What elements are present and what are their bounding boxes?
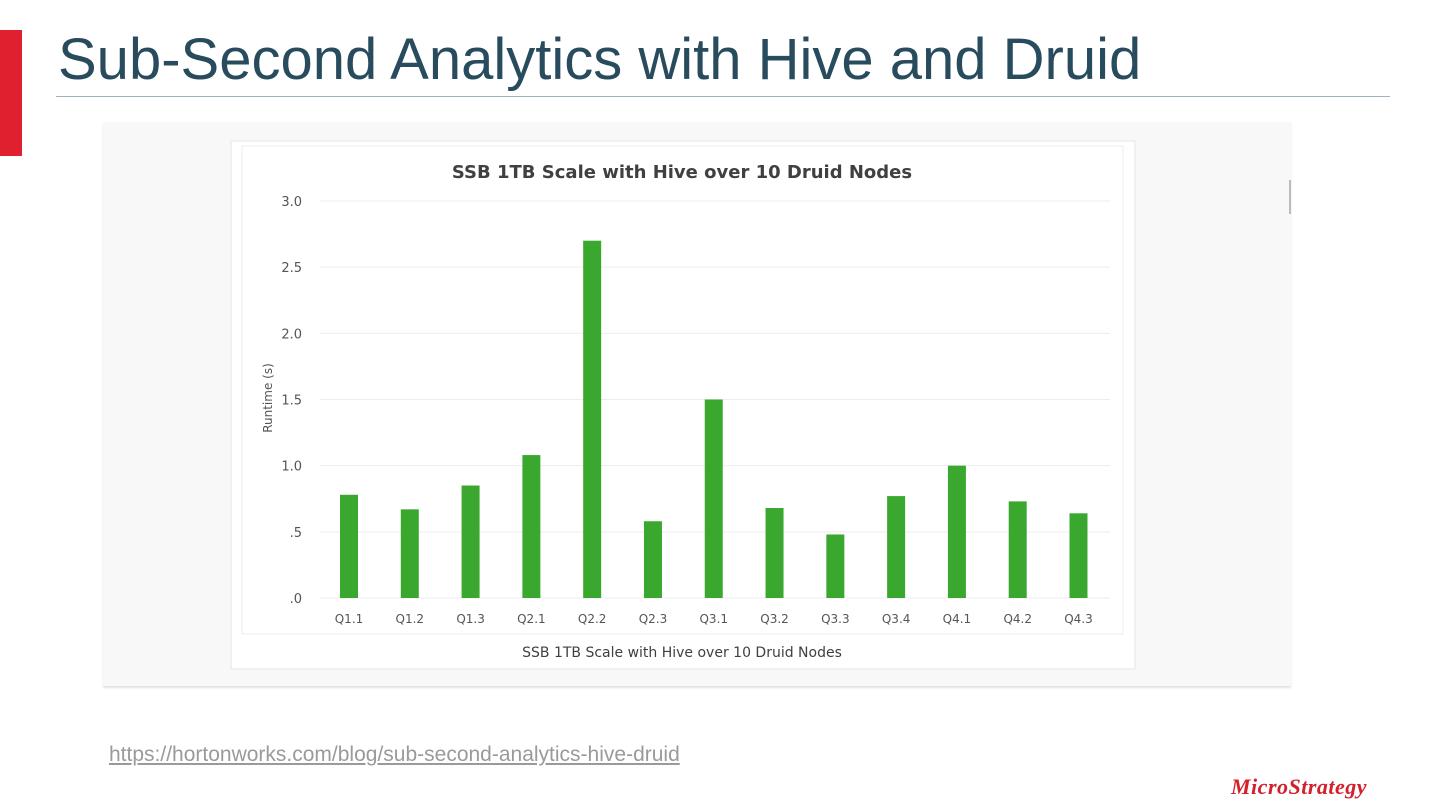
x-tick-label: Q3.3 <box>821 612 850 626</box>
bar-q2-3 <box>643 521 662 598</box>
y-axis-label: Runtime (s) <box>261 363 275 433</box>
bar-q3-4 <box>887 496 906 598</box>
x-tick-label: Q4.2 <box>1003 612 1032 626</box>
x-tick-label: Q3.2 <box>760 612 789 626</box>
bar-q2-1 <box>522 455 541 598</box>
chart-title: SSB 1TB Scale with Hive over 10 Druid No… <box>452 162 912 183</box>
x-tick-label: Q1.3 <box>456 612 485 626</box>
y-tick-label: .0 <box>290 592 302 607</box>
slide-title: Sub-Second Analytics with Hive and Druid <box>58 27 1142 92</box>
bar-q3-2 <box>765 508 784 598</box>
x-tick-label: Q2.2 <box>578 612 607 626</box>
bar-q1-3 <box>461 485 480 598</box>
x-tick-label: Q2.1 <box>517 612 546 626</box>
bar-q1-2 <box>400 509 419 598</box>
bar-q4-3 <box>1069 513 1088 598</box>
x-tick-label: Q4.3 <box>1064 612 1093 626</box>
plot-area <box>241 145 1124 635</box>
y-tick-label: 1.0 <box>281 460 302 475</box>
x-tick-label: Q2.3 <box>639 612 668 626</box>
y-tick-label: 3.0 <box>281 195 302 210</box>
bar-q4-2 <box>1008 501 1027 598</box>
x-axis-label: SSB 1TB Scale with Hive over 10 Druid No… <box>522 645 842 661</box>
bars <box>340 240 1088 598</box>
bar-q1-1 <box>340 494 358 598</box>
source-link[interactable]: https://hortonworks.com/blog/sub-second-… <box>109 743 680 766</box>
bar-q2-2 <box>583 240 602 598</box>
x-tick-label: Q1.2 <box>396 612 425 626</box>
bar-q3-3 <box>826 534 845 598</box>
bar-q3-1 <box>704 399 723 598</box>
y-tick-label: 2.0 <box>281 327 302 342</box>
y-tick-label: .5 <box>290 526 302 541</box>
accent-bar <box>0 30 22 156</box>
x-tick-label: Q4.1 <box>943 612 972 626</box>
frame-edge-mark <box>1289 180 1291 214</box>
x-tick-label: Q3.4 <box>882 612 911 626</box>
x-tick-label: Q3.1 <box>699 612 728 626</box>
y-tick-labels: .0 .5 1.0 1.5 2.0 2.5 3.0 <box>281 195 302 607</box>
x-tick-label: Q1.1 <box>335 612 364 626</box>
microstrategy-logo: MicroStrategy <box>1231 774 1368 799</box>
title-divider <box>56 96 1390 97</box>
x-tick-labels: Q1.1 Q1.2 Q1.3 Q2.1 Q2.2 Q2.3 Q3.1 Q3.2 Q3.3 Q3.4… <box>335 612 1093 626</box>
y-tick-label: 2.5 <box>281 261 302 276</box>
y-tick-label: 1.5 <box>281 394 302 409</box>
bar-q4-1 <box>947 465 966 598</box>
